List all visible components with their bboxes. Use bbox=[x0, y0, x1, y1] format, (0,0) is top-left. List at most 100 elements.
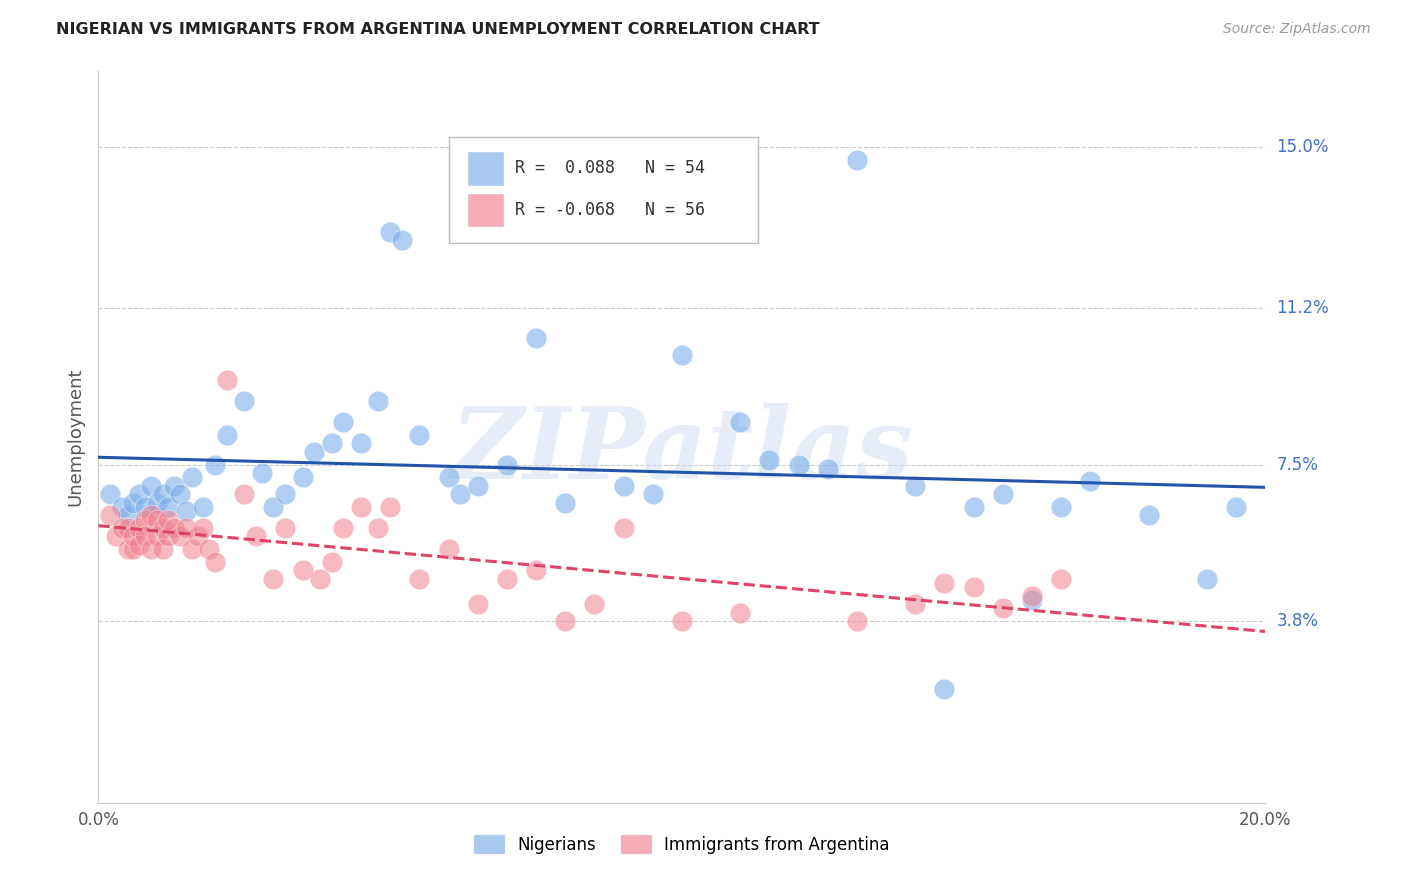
Point bbox=[215, 428, 238, 442]
Point bbox=[233, 487, 256, 501]
Point bbox=[758, 453, 780, 467]
Point bbox=[157, 512, 180, 526]
Point bbox=[934, 576, 956, 591]
Point bbox=[730, 606, 752, 620]
Point bbox=[180, 542, 202, 557]
Point bbox=[117, 521, 139, 535]
Point bbox=[174, 521, 197, 535]
Legend: Nigerians, Immigrants from Argentina: Nigerians, Immigrants from Argentina bbox=[467, 829, 897, 860]
Point bbox=[128, 538, 150, 552]
Point bbox=[934, 681, 956, 696]
Text: ZIPatlas: ZIPatlas bbox=[451, 403, 912, 500]
Bar bbox=[468, 194, 503, 227]
Point bbox=[467, 597, 489, 611]
Point bbox=[367, 521, 389, 535]
Point bbox=[1225, 500, 1247, 514]
Point bbox=[332, 415, 354, 429]
Point bbox=[152, 542, 174, 557]
Point bbox=[554, 614, 576, 628]
Point bbox=[204, 458, 226, 472]
Point bbox=[467, 479, 489, 493]
Point bbox=[98, 508, 121, 523]
Point bbox=[146, 495, 169, 509]
Point bbox=[380, 500, 402, 514]
Point bbox=[554, 495, 576, 509]
Point bbox=[187, 529, 209, 543]
Point bbox=[524, 331, 547, 345]
Text: R =  0.088   N = 54: R = 0.088 N = 54 bbox=[515, 159, 704, 177]
Point bbox=[122, 542, 145, 557]
Point bbox=[152, 521, 174, 535]
FancyBboxPatch shape bbox=[449, 137, 758, 244]
Text: 15.0%: 15.0% bbox=[1277, 138, 1329, 156]
Point bbox=[962, 500, 984, 514]
Y-axis label: Unemployment: Unemployment bbox=[66, 368, 84, 507]
Point bbox=[496, 458, 519, 472]
Point bbox=[304, 445, 326, 459]
Bar bbox=[468, 152, 503, 185]
Point bbox=[250, 466, 273, 480]
Point bbox=[111, 500, 134, 514]
Point bbox=[846, 153, 869, 168]
Point bbox=[163, 521, 186, 535]
Point bbox=[991, 601, 1014, 615]
Point bbox=[128, 487, 150, 501]
Point bbox=[169, 529, 191, 543]
Point bbox=[612, 479, 634, 493]
Point bbox=[157, 529, 180, 543]
Point bbox=[134, 529, 156, 543]
Point bbox=[612, 521, 634, 535]
Point bbox=[437, 470, 460, 484]
Point bbox=[1080, 475, 1102, 489]
Point bbox=[817, 462, 839, 476]
Point bbox=[245, 529, 267, 543]
Point bbox=[350, 500, 373, 514]
Point bbox=[309, 572, 332, 586]
Point bbox=[408, 572, 430, 586]
Text: 11.2%: 11.2% bbox=[1277, 299, 1329, 318]
Point bbox=[291, 470, 314, 484]
Point bbox=[139, 508, 162, 523]
Point bbox=[262, 572, 284, 586]
Point bbox=[496, 572, 519, 586]
Point bbox=[367, 394, 389, 409]
Point bbox=[332, 521, 354, 535]
Point bbox=[846, 614, 869, 628]
Point bbox=[134, 512, 156, 526]
Point bbox=[1050, 500, 1073, 514]
Point bbox=[391, 234, 413, 248]
Point bbox=[1137, 508, 1160, 523]
Point bbox=[449, 487, 471, 501]
Point bbox=[146, 512, 169, 526]
Point bbox=[215, 373, 238, 387]
Point bbox=[671, 348, 693, 362]
Point bbox=[787, 458, 810, 472]
Text: R = -0.068   N = 56: R = -0.068 N = 56 bbox=[515, 202, 704, 219]
Point bbox=[146, 529, 169, 543]
Point bbox=[193, 521, 215, 535]
Point bbox=[193, 500, 215, 514]
Point bbox=[134, 500, 156, 514]
Point bbox=[321, 555, 343, 569]
Point bbox=[437, 542, 460, 557]
Point bbox=[274, 521, 297, 535]
Point bbox=[291, 563, 314, 577]
Point bbox=[1050, 572, 1073, 586]
Point bbox=[321, 436, 343, 450]
Point bbox=[98, 487, 121, 501]
Point bbox=[1195, 572, 1218, 586]
Point bbox=[139, 479, 162, 493]
Point bbox=[180, 470, 202, 484]
Point bbox=[262, 500, 284, 514]
Point bbox=[904, 597, 927, 611]
Point bbox=[117, 508, 139, 523]
Point bbox=[111, 521, 134, 535]
Text: Source: ZipAtlas.com: Source: ZipAtlas.com bbox=[1223, 22, 1371, 37]
Point bbox=[174, 504, 197, 518]
Point bbox=[524, 563, 547, 577]
Point bbox=[641, 487, 664, 501]
Point bbox=[671, 614, 693, 628]
Text: 3.8%: 3.8% bbox=[1277, 612, 1319, 630]
Point bbox=[274, 487, 297, 501]
Point bbox=[169, 487, 191, 501]
